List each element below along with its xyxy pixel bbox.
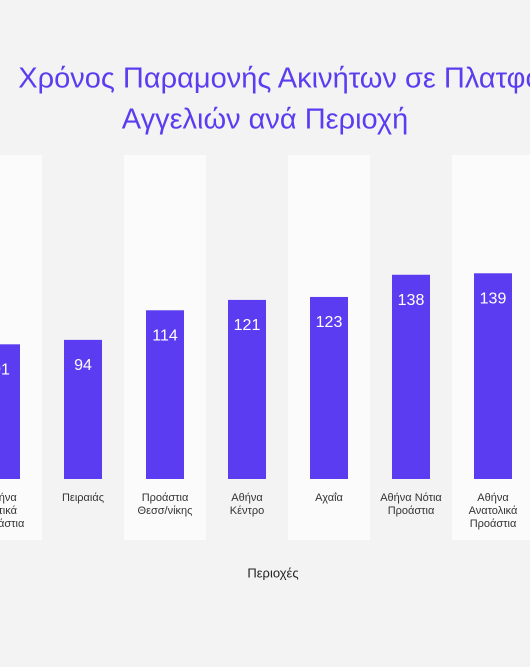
x-tick-label: Προάστια Θεσσ/νίκης — [137, 492, 193, 517]
bar — [228, 299, 266, 479]
data-label: 121 — [234, 317, 261, 334]
bar — [392, 274, 430, 479]
x-tick-label: Πειραιάς — [61, 492, 104, 504]
chart-title: Χρόνος Παραμονής Ακινήτων σε Πλατφόρμες — [18, 63, 530, 95]
x-tick-label: Αθήνα Ανατολικά Προάστια — [468, 492, 518, 530]
bar — [146, 310, 184, 479]
x-tick-label: Αθήνα Κέντρο — [229, 492, 265, 517]
x-tick-label: Αθήνα Δυτικά Προάστια — [0, 492, 25, 530]
x-tick-label: Αθήνα Νότια Προάστια — [380, 492, 442, 517]
data-label: 138 — [398, 292, 425, 309]
data-label: 123 — [316, 314, 343, 331]
data-label: 139 — [480, 290, 507, 307]
x-axis-label: Περιοχές — [247, 565, 298, 580]
bar — [0, 344, 20, 479]
x-tick-label: Αχαΐα — [315, 492, 343, 504]
data-label: 91 — [0, 362, 10, 379]
bar — [64, 339, 102, 479]
bar — [474, 273, 512, 479]
bar — [310, 296, 348, 479]
data-label: 94 — [74, 357, 92, 374]
data-label: 114 — [152, 327, 178, 344]
chart-title: Αγγελιών ανά Περιοχή — [122, 104, 409, 136]
